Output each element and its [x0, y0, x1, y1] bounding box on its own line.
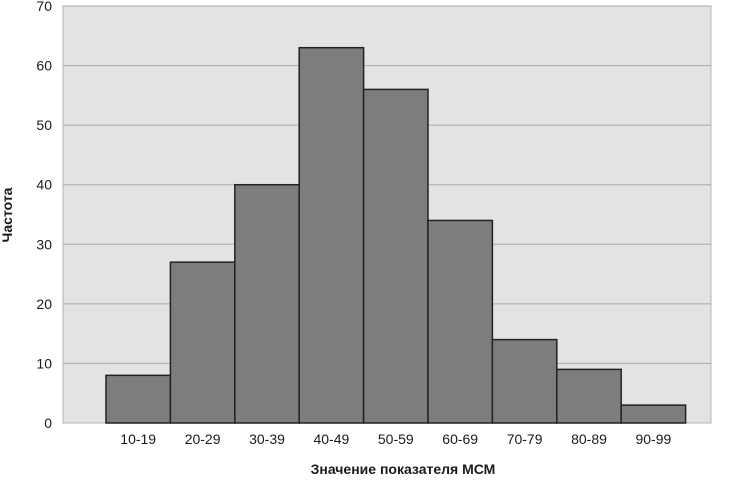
- bar-60-69: [427, 219, 494, 424]
- x-tick-label: 90-99: [635, 431, 671, 447]
- x-tick-label: 30-39: [249, 431, 285, 447]
- bar-20-29: [169, 261, 236, 424]
- x-tick-label: 80-89: [571, 431, 607, 447]
- bar-50-59: [362, 88, 429, 424]
- y-tick-label: 10: [36, 355, 52, 371]
- bar-40-49: [298, 46, 365, 424]
- y-axis-ticks: 0 10 20 30 40 50 60 70: [36, 0, 52, 431]
- y-tick-label: 20: [36, 296, 52, 312]
- y-axis-title: Частота: [0, 187, 15, 242]
- bar-30-39: [234, 183, 300, 424]
- x-axis-ticks: 10-19 20-29 30-39 40-49 50-59 60-69 70-79 80-89…: [120, 431, 671, 447]
- x-tick-label: 60-69: [442, 431, 478, 447]
- x-tick-label: 50-59: [378, 431, 414, 447]
- x-tick-label: 10-19: [120, 431, 156, 447]
- bar-10-19: [105, 374, 172, 424]
- y-tick-label: 50: [36, 117, 52, 133]
- x-tick-label: 40-49: [313, 431, 349, 447]
- y-tick-label: 40: [36, 177, 52, 193]
- bar-70-79: [491, 338, 558, 424]
- x-axis-title: Значение показателя МСМ: [311, 461, 496, 477]
- y-tick-label: 70: [36, 0, 52, 14]
- bar-90-99: [620, 404, 687, 424]
- x-tick-label: 20-29: [185, 431, 221, 447]
- bars: [105, 46, 687, 424]
- y-tick-label: 60: [36, 58, 52, 74]
- y-tick-label: 30: [36, 236, 52, 252]
- bar-80-89: [556, 368, 622, 424]
- y-tick-label: 0: [44, 415, 52, 431]
- x-tick-label: 70-79: [507, 431, 543, 447]
